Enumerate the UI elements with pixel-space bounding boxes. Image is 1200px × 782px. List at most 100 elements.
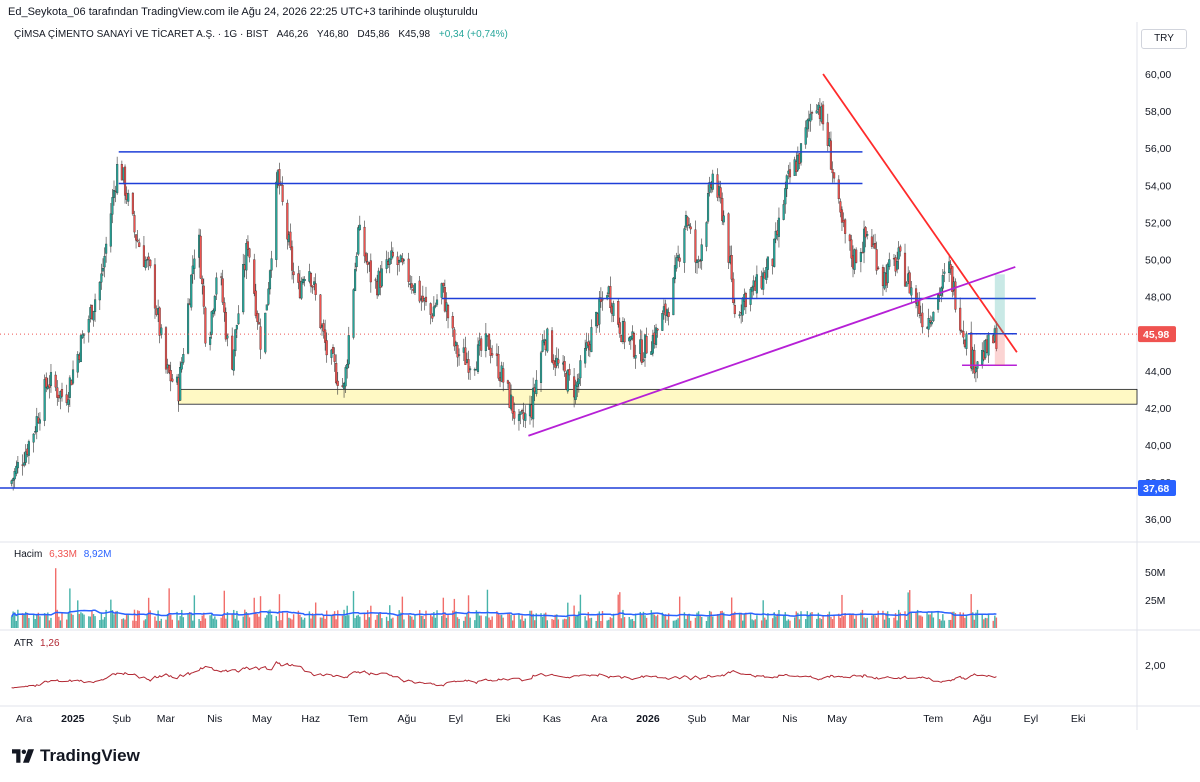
candle-body: [960, 330, 963, 332]
volume-bar: [100, 613, 103, 628]
long-position-target[interactable]: [994, 274, 1005, 334]
volume-bar: [595, 620, 597, 628]
candle: [234, 329, 237, 357]
volume-bar: [773, 612, 775, 628]
candle-body: [557, 359, 560, 364]
volume-bar: [642, 611, 645, 628]
volume-bar: [650, 610, 653, 628]
volume-bar: [359, 616, 361, 628]
volume-bar: [860, 612, 862, 628]
candle-body: [738, 314, 741, 316]
volume-bar: [885, 612, 887, 628]
volume-bar: [21, 613, 24, 628]
volume-bar: [644, 615, 646, 628]
volume-bar: [425, 610, 427, 628]
candle-body: [467, 359, 470, 373]
candle: [716, 168, 719, 202]
candle: [76, 351, 79, 378]
candle: [532, 377, 535, 428]
candle: [179, 361, 182, 401]
candle-body: [511, 396, 514, 414]
volume-bar: [176, 611, 178, 628]
candle-body: [346, 364, 349, 369]
candle: [424, 286, 428, 306]
volume-bar: [212, 618, 214, 628]
candle-body: [418, 280, 421, 302]
candle: [278, 162, 281, 195]
volume-bar: [552, 619, 555, 628]
candle-body: [347, 335, 350, 365]
candle-body: [193, 258, 196, 269]
candle-body: [959, 307, 962, 331]
volume-bar: [15, 620, 18, 628]
candle-body: [352, 289, 355, 338]
candle: [896, 251, 899, 274]
volume-bar: [247, 613, 249, 628]
candle: [664, 299, 667, 323]
candle-body: [355, 256, 358, 268]
x-tick-label: Kas: [543, 713, 561, 725]
volume-bar: [497, 614, 500, 628]
candle-body: [784, 188, 787, 205]
purple-trendline[interactable]: [528, 266, 1016, 437]
candle-body: [253, 259, 256, 294]
candle-body: [434, 305, 437, 307]
candle-body: [100, 273, 103, 283]
candle-body: [700, 244, 703, 262]
volume-bar: [601, 610, 604, 628]
candle: [292, 262, 295, 284]
tradingview-logo[interactable]: TradingView: [12, 746, 140, 766]
volume-bar: [12, 611, 14, 628]
volume-bar: [466, 614, 468, 628]
candle-body: [101, 268, 105, 272]
volume-bar: [795, 611, 797, 628]
candle: [453, 327, 456, 351]
volume-bar: [893, 617, 895, 628]
volume-bar: [70, 613, 73, 628]
candle-body: [24, 451, 27, 463]
volume-bar: [545, 612, 547, 628]
volume-bar: [314, 602, 317, 628]
candle-body: [788, 169, 792, 178]
candle: [965, 331, 968, 356]
currency-button[interactable]: TRY: [1141, 29, 1187, 49]
volume-bar: [551, 619, 553, 628]
candle-body: [259, 326, 262, 350]
candle: [755, 265, 758, 300]
candle: [694, 220, 697, 274]
volume-bar: [833, 615, 835, 628]
volume-bar: [732, 612, 734, 628]
candle: [303, 276, 306, 287]
symbol-name[interactable]: ÇİMSA ÇİMENTO SANAYİ VE TİCARET A.Ş. · 1…: [14, 29, 269, 40]
ray-price-badge: [1138, 480, 1176, 497]
volume-bar: [661, 612, 664, 628]
volume-bar: [264, 617, 266, 628]
candle: [833, 172, 836, 183]
volume-bar: [751, 619, 753, 628]
candle: [391, 247, 394, 259]
volume-bar: [508, 613, 511, 628]
x-tick-label: Ara: [16, 713, 33, 725]
candle: [111, 189, 114, 224]
candle: [484, 322, 487, 358]
candle: [297, 265, 300, 290]
candle: [521, 408, 524, 414]
candle: [918, 292, 921, 319]
candle-body: [94, 299, 97, 313]
volume-bar: [883, 619, 886, 628]
volume-bar: [392, 617, 394, 628]
volume-bar: [89, 616, 92, 628]
volume-bar: [28, 618, 30, 628]
candle: [199, 229, 202, 279]
long-position-stop[interactable]: [994, 333, 1005, 366]
volume-bar: [389, 605, 391, 628]
volume-bar: [444, 612, 446, 628]
symbol-info[interactable]: ÇİMSA ÇİMENTO SANAYİ VE TİCARET A.Ş. · 1…: [14, 29, 514, 40]
volume-bar: [943, 620, 946, 628]
red-trendline[interactable]: [822, 73, 1018, 353]
candle: [960, 329, 963, 333]
candle: [153, 258, 157, 319]
volume-bar: [806, 611, 809, 628]
x-tick-label: Eyl: [448, 713, 463, 725]
